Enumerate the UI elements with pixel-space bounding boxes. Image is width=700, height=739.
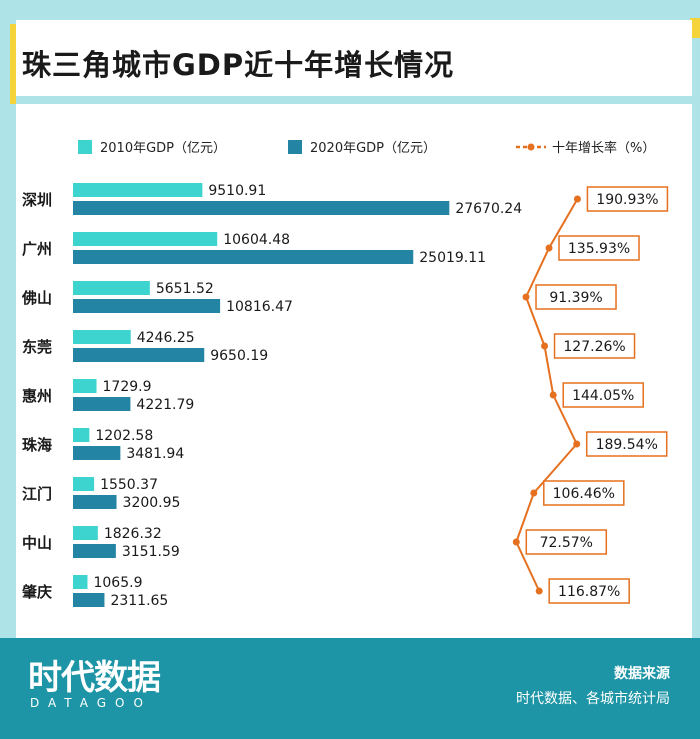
bar-label-2020: 27670.24: [455, 201, 522, 217]
category-label: 东莞: [22, 338, 52, 356]
growth-point: [522, 293, 530, 301]
growth-label: 106.46%: [553, 486, 615, 502]
bar-label-2010: 9510.91: [208, 183, 266, 199]
bar-2010: [73, 281, 150, 295]
bar-label-2010: 1202.58: [95, 428, 153, 444]
gdp-growth-chart: 2010年GDP（亿元） 2020年GDP（亿元） 十年增长率（%） 深圳 9510.9…: [21, 140, 669, 609]
accent-bar-yellow-right: [690, 18, 700, 38]
growth-point: [512, 538, 520, 546]
source-text: 时代数据、各城市统计局: [516, 691, 670, 707]
growth-point: [573, 195, 581, 203]
bar-2020: [73, 348, 205, 362]
growth-label-box: [553, 333, 636, 359]
growth-label-box: [535, 284, 617, 310]
legend-label-growth: 十年增长率（%）: [552, 140, 655, 156]
bar-2020: [73, 397, 131, 411]
growth-label: 144.05%: [572, 388, 634, 404]
bar-2010: [73, 232, 218, 246]
bar-2020: [73, 250, 414, 264]
bar-2020: [73, 299, 221, 313]
bar-label-2020: 4221.79: [136, 397, 194, 413]
category-label: 惠州: [22, 387, 52, 405]
bar-2010: [73, 575, 88, 589]
bar-2010: [73, 428, 90, 442]
bar-label-2010: 1550.37: [100, 477, 158, 493]
bar-2020: [73, 495, 117, 509]
bar-2010: [73, 477, 95, 491]
bar-label-2020: 9650.19: [210, 348, 268, 364]
category-label: 珠海: [22, 436, 52, 454]
growth-label: 91.39%: [549, 290, 602, 306]
bar-label-2010: 1826.32: [104, 526, 162, 542]
growth-label-box: [525, 529, 608, 555]
growth-label-box: [548, 578, 630, 604]
title-divider: [16, 96, 692, 104]
category-label: 中山: [22, 534, 52, 552]
legend-label-2020: 2020年GDP（亿元）: [310, 141, 436, 156]
brand-logo: 时代数据: [28, 658, 161, 698]
bar-label-2020: 25019.11: [419, 250, 486, 266]
bar-2020: [73, 544, 116, 558]
category-label: 佛山: [21, 289, 52, 307]
growth-label-box: [585, 431, 668, 457]
bar-label-2010: 1065.9: [93, 575, 142, 591]
category-label: 深圳: [22, 191, 52, 209]
bar-label-2020: 3151.59: [122, 544, 180, 560]
bar-label-2020: 3200.95: [123, 495, 181, 511]
growth-label: 189.54%: [596, 437, 658, 453]
growth-point: [530, 489, 538, 497]
bar-2010: [73, 379, 97, 393]
bar-label-2010: 4246.25: [137, 330, 195, 346]
bar-2020: [73, 201, 450, 215]
bar-label-2020: 2311.65: [110, 593, 168, 609]
growth-point: [573, 440, 581, 448]
bar-label-2010: 1729.9: [103, 379, 152, 395]
growth-label-box: [558, 235, 640, 261]
legend-marker-growth: [527, 143, 535, 151]
category-label: 江门: [22, 485, 52, 503]
legend-swatch-2010: [78, 140, 92, 154]
growth-label-box: [562, 382, 644, 408]
growth-label: 72.57%: [540, 535, 593, 551]
category-label: 肇庆: [21, 583, 52, 601]
brand-logo-subtitle: DATAGOO: [30, 696, 152, 710]
bar-2010: [73, 330, 131, 344]
growth-point: [545, 244, 553, 252]
bar-label-2010: 10604.48: [223, 232, 290, 248]
growth-label-box: [586, 186, 669, 212]
bar-2010: [73, 526, 98, 540]
growth-label: 135.93%: [568, 241, 630, 257]
growth-label-box: [543, 480, 625, 506]
accent-bar-yellow: [10, 24, 19, 104]
footer-band: [0, 638, 700, 739]
bar-label-2010: 5651.52: [156, 281, 214, 297]
category-label: 广州: [22, 240, 52, 258]
legend-label-2010: 2010年GDP（亿元）: [100, 141, 226, 156]
legend-swatch-2020: [288, 140, 302, 154]
growth-label: 127.26%: [563, 339, 625, 355]
bar-2010: [73, 183, 203, 197]
growth-label: 116.87%: [558, 584, 620, 600]
growth-label: 190.93%: [596, 192, 658, 208]
growth-point: [535, 587, 543, 595]
source-label: 数据来源: [614, 666, 670, 682]
bar-2020: [73, 593, 105, 607]
bar-label-2020: 10816.47: [226, 299, 293, 315]
bar-label-2020: 3481.94: [126, 446, 184, 462]
growth-point: [549, 391, 557, 399]
page-title: 珠三角城市GDP近十年增长情况: [22, 48, 455, 82]
bar-2020: [73, 446, 121, 460]
growth-point: [541, 342, 549, 350]
